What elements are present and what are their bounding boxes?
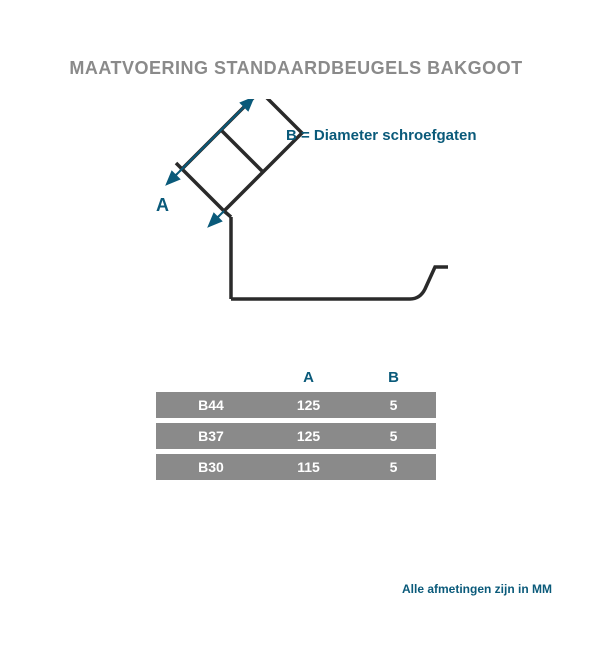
page-title: MAATVOERING STANDAARDBEUGELS BAKGOOT [0, 58, 592, 79]
cell: 5 [351, 459, 436, 475]
b-dimension-label: B = Diameter schroefgaten [286, 127, 476, 144]
units-footnote: Alle afmetingen zijn in MM [402, 582, 552, 596]
table-row: B37 125 5 [156, 423, 436, 449]
table-row: B44 125 5 [156, 392, 436, 418]
cell: 5 [351, 428, 436, 444]
dimensions-table: A B B44 125 5 B37 125 5 B30 115 5 [0, 369, 592, 485]
bracket-diagram: B = Diameter schroefgaten A [0, 99, 592, 359]
col-header-a: A [266, 369, 351, 386]
table-row: B30 115 5 [156, 454, 436, 480]
cell: 125 [266, 428, 351, 444]
a-dimension-label: A [156, 195, 169, 216]
row-label: B37 [156, 428, 266, 444]
cell: 5 [351, 397, 436, 413]
row-label: B44 [156, 397, 266, 413]
cell: 115 [266, 459, 351, 475]
cell: 125 [266, 397, 351, 413]
col-header-b: B [351, 369, 436, 386]
row-label: B30 [156, 459, 266, 475]
table-header: A B [156, 369, 436, 386]
